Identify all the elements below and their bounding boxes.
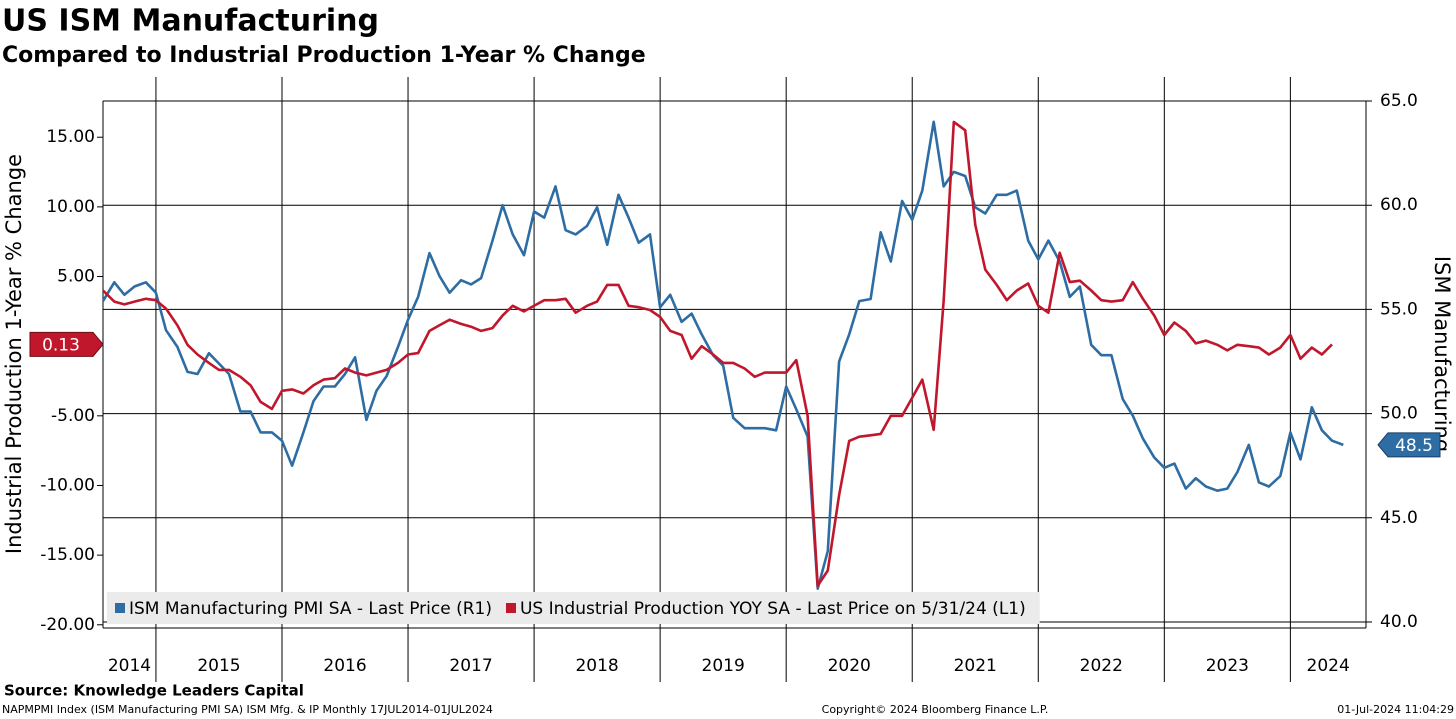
x-tick-label: 2024: [1307, 656, 1350, 676]
chart-subtitle: Compared to Industrial Production 1-Year…: [2, 43, 646, 68]
footer-center: Copyright© 2024 Bloomberg Finance L.P.: [822, 703, 1049, 716]
y2-tick-label: 60.0: [1380, 195, 1418, 215]
last-value-label: 48.5: [1395, 436, 1433, 456]
chart-title: US ISM Manufacturing: [2, 4, 379, 39]
legend-label: ISM Manufacturing PMI SA - Last Price (R…: [129, 599, 492, 619]
y-tick-label: 5.00: [57, 267, 95, 287]
y-tick-label: -10.00: [40, 475, 95, 495]
x-tick-label: 2023: [1206, 656, 1249, 676]
x-tick-label: 2018: [575, 656, 618, 676]
legend-swatch: [505, 603, 516, 613]
x-tick-label: 2017: [449, 656, 492, 676]
x-tick-label: 2014: [108, 656, 151, 676]
y2-axis-label: ISM Manufacturing: [1430, 256, 1454, 452]
x-tick-label: 2016: [323, 656, 366, 676]
last-value-flag: [1377, 432, 1441, 458]
y-tick-label: 10.00: [46, 197, 95, 217]
x-tick-label: 2022: [1080, 656, 1123, 676]
footer-left: NAPMPMI Index (ISM Manufacturing PMI SA)…: [2, 703, 493, 716]
x-tick-label: 2021: [954, 656, 997, 676]
legend-swatch: [115, 603, 125, 613]
x-tick-label: 2019: [702, 656, 745, 676]
x-tick-label: 2020: [828, 656, 871, 676]
y2-tick-label: 50.0: [1380, 404, 1418, 424]
data-line: [102, 120, 1333, 588]
y-tick-label: -20.00: [40, 615, 95, 635]
y-axis-label: Industrial Production 1-Year % Change: [2, 154, 26, 554]
y-tick-label: -5.00: [51, 406, 95, 426]
data-line: [101, 120, 1344, 590]
y2-tick-label: 45.0: [1380, 508, 1418, 528]
legend: ISM Manufacturing PMI SA - Last Price (R…: [107, 592, 1040, 624]
y2-tick-label: 55.0: [1380, 299, 1418, 319]
last-value-flag: [29, 331, 104, 357]
x-tick-label: 2015: [197, 656, 240, 676]
legend-label: US Industrial Production YOY SA - Last P…: [520, 599, 1026, 619]
y2-tick-label: 40.0: [1380, 612, 1418, 632]
legend-box: [107, 592, 1040, 624]
y2-tick-label: 65.0: [1380, 91, 1418, 111]
source-note: Source: Knowledge Leaders Capital: [4, 682, 304, 700]
last-value-label: 0.13: [42, 335, 80, 355]
footer-right: 01-Jul-2024 11:04:29: [1337, 703, 1454, 716]
y-tick-label: -15.00: [40, 545, 95, 565]
y-tick-label: 15.00: [46, 127, 95, 147]
